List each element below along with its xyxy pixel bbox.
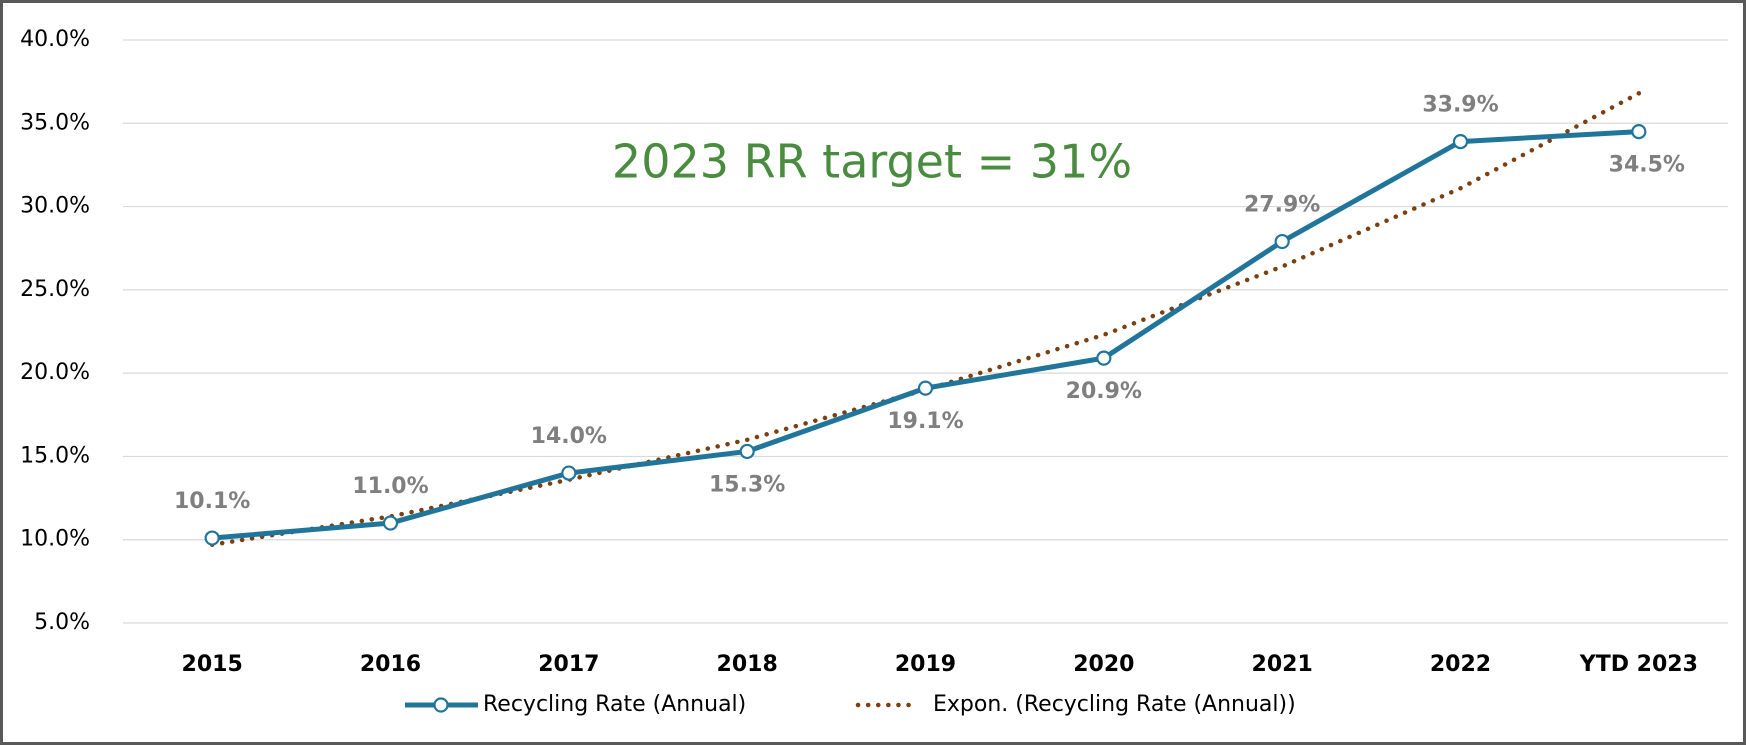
x-tick-label: 2022 [1430,652,1491,677]
point [917,380,934,396]
point [1452,134,1469,150]
legend-marker [433,697,449,713]
data-label: 20.9% [1066,379,1142,404]
y-tick-label: 20.0% [20,360,90,385]
data-label: 10.1% [174,489,250,514]
y-tick-label: 10.0% [20,527,90,552]
data-label: 34.5% [1609,153,1685,178]
point [739,443,755,460]
legend-label: Expon. (Recycling Rate (Annual)) [933,692,1296,717]
y-tick-label: 5.0% [34,610,90,635]
annotation: 2023 RR target = 31% [612,135,1132,189]
y-tick-label: 30.0% [20,194,90,219]
x-tick-label: 2020 [1073,652,1134,677]
data-label: 27.9% [1244,193,1320,218]
y-tick-label: 25.0% [20,277,90,302]
y-tick-label: 15.0% [20,443,90,468]
data-label: 33.9% [1422,93,1498,118]
data-label: 11.0% [352,474,428,499]
x-tick-label: YTD 2023 [1579,652,1698,677]
point [561,465,577,481]
x-tick-label: 2019 [895,652,956,677]
x-tick-label: 2018 [717,652,778,677]
point [1631,124,1647,140]
y-tick-label: 40.0% [20,27,90,52]
data-label: 14.0% [531,424,607,449]
point [382,515,399,531]
x-tick-label: 2016 [360,652,421,677]
point [1096,350,1112,366]
y-tick-label: 35.0% [20,110,90,135]
legend-label: Recycling Rate (Annual) [483,692,746,717]
x-tick-label: 2015 [182,652,243,677]
point [1274,233,1290,250]
data-label: 15.3% [709,472,785,497]
x-tick-label: 2017 [538,652,599,677]
x-tick-label: 2021 [1252,652,1313,677]
point [204,530,220,546]
data-label: 19.1% [887,409,963,434]
